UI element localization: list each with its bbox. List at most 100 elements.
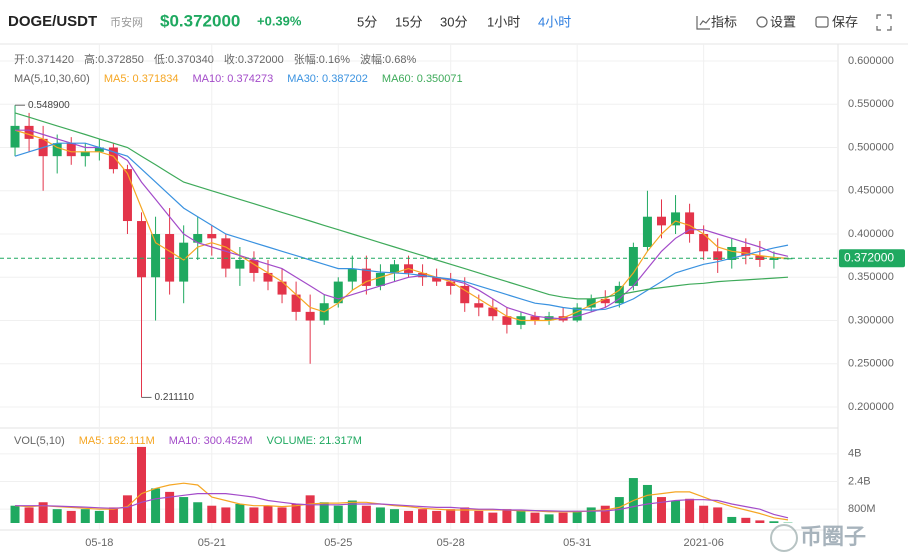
candle-body xyxy=(741,246,751,256)
volume-bar xyxy=(38,502,48,523)
volume-bar xyxy=(10,505,20,523)
volume-tick-label: 2.4B xyxy=(848,475,871,487)
volume-bar xyxy=(347,500,357,523)
legend-entry: MA60: 0.350071 xyxy=(382,73,463,85)
candle-body xyxy=(108,147,118,170)
volume-bar xyxy=(727,516,737,523)
candle-body xyxy=(642,216,652,247)
tool-button[interactable]: 设置 xyxy=(770,14,796,29)
candle-body xyxy=(600,298,610,304)
volume-ma-line xyxy=(14,482,789,521)
volume-bar xyxy=(52,509,62,523)
x-tick-label: 05-21 xyxy=(198,537,226,549)
indicator-icon xyxy=(696,16,711,30)
y-tick-label: 0.300000 xyxy=(848,314,894,326)
candle-body xyxy=(249,259,259,273)
candle-body xyxy=(432,277,442,282)
ohlc-info: 低:0.370340 xyxy=(154,53,214,66)
volume-bar xyxy=(713,507,723,523)
volume-bar xyxy=(502,509,512,523)
tool-button[interactable]: 保存 xyxy=(832,14,858,29)
candle-body xyxy=(375,272,385,286)
volume-bar xyxy=(221,507,231,523)
candle-body xyxy=(530,316,540,321)
legend-entry: MA30: 0.387202 xyxy=(287,73,368,85)
candle-body xyxy=(52,143,62,157)
y-tick-label: 0.600000 xyxy=(848,55,894,67)
tool-button[interactable]: 指标 xyxy=(711,14,737,29)
volume-tick-label: 4B xyxy=(848,448,861,460)
volume-bar xyxy=(249,507,259,523)
interval-tab[interactable]: 5分 xyxy=(357,14,377,29)
volume-bar xyxy=(389,509,399,523)
y-tick-label: 0.450000 xyxy=(848,185,894,197)
candle-body xyxy=(235,259,245,269)
settings-icon xyxy=(756,16,768,28)
current-price-tag xyxy=(839,249,905,268)
volume-bar xyxy=(305,495,315,523)
volume-bar xyxy=(122,495,132,523)
candle-body xyxy=(277,281,287,295)
candle-body xyxy=(333,281,343,304)
y-tick-label: 0.350000 xyxy=(848,271,894,283)
x-tick-label: 2021-06 xyxy=(683,537,723,549)
low-label: 0.211110 xyxy=(155,392,195,403)
candle-body xyxy=(221,238,231,269)
candle-body xyxy=(460,285,470,304)
y-tick-label: 0.250000 xyxy=(848,358,894,370)
volume-bar xyxy=(474,510,484,523)
current-price-label: 0.372000 xyxy=(844,250,894,264)
interval-tab[interactable]: 1小时 xyxy=(487,14,520,29)
ohlc-info: 波幅:0.68% xyxy=(360,53,416,66)
ohlc-info: 高:0.372850 xyxy=(84,52,144,66)
volume-bar xyxy=(165,491,175,523)
candle-body xyxy=(713,251,723,260)
y-tick-label: 0.500000 xyxy=(848,141,894,153)
interval-tab[interactable]: 30分 xyxy=(440,14,467,29)
toolbar-icons xyxy=(696,14,892,31)
change: +0.39% xyxy=(257,13,302,28)
candle-body xyxy=(291,294,301,312)
legend-entry: MA5: 182.111M xyxy=(79,435,155,447)
save-icon xyxy=(815,16,829,28)
volume-tick-label: 800M xyxy=(848,503,876,515)
volume-bar xyxy=(544,514,554,523)
volume-bar xyxy=(460,507,470,523)
volume-bar xyxy=(80,509,90,523)
volume-bar xyxy=(277,507,287,523)
volume-bar xyxy=(516,510,526,523)
candle-body xyxy=(137,221,147,278)
y-tick-label: 0.400000 xyxy=(848,228,894,240)
candle-body xyxy=(263,272,273,282)
ma-line xyxy=(14,129,789,322)
x-tick-label: 05-28 xyxy=(437,537,465,549)
ma-line xyxy=(14,142,789,311)
volume-bar xyxy=(193,502,203,523)
candle-body xyxy=(80,151,90,157)
ma-line xyxy=(14,112,789,300)
volume-bar xyxy=(769,521,779,523)
legend-entry: MA5: 0.371834 xyxy=(104,73,179,85)
candle-body xyxy=(305,311,315,321)
ohlc-info: 张幅:0.16% xyxy=(294,53,350,66)
price: $0.372000 xyxy=(160,11,240,30)
legend-entry: VOLUME: 21.317M xyxy=(267,435,362,447)
x-tick-label: 05-18 xyxy=(85,537,113,549)
volume-ma-line xyxy=(15,493,789,519)
y-tick-label: 0.550000 xyxy=(848,98,894,110)
ma-line xyxy=(15,129,789,320)
interval-tab[interactable]: 4小时 xyxy=(538,14,571,29)
candle-body xyxy=(193,234,203,243)
candle-body xyxy=(446,281,456,286)
candle-body xyxy=(474,303,484,308)
ma-title: MA(5,10,30,60) xyxy=(14,73,90,85)
candle-body xyxy=(671,212,681,226)
ohlc-info: 开:0.371420 xyxy=(14,54,74,66)
volume-bar xyxy=(656,497,666,523)
volume-bar xyxy=(24,507,34,523)
volume-bar xyxy=(685,498,695,523)
interval-tab[interactable]: 15分 xyxy=(395,14,422,29)
watermark: 币圈子 xyxy=(800,524,866,549)
